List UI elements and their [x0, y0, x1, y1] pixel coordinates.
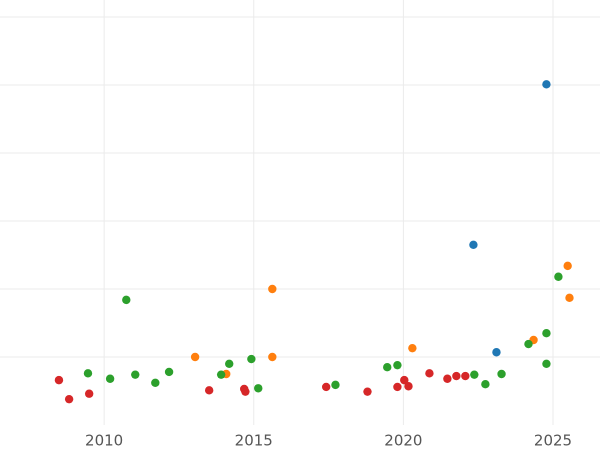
point [425, 369, 434, 378]
point [164, 367, 174, 377]
point [443, 374, 452, 383]
point [268, 284, 277, 294]
point [497, 369, 506, 379]
point [363, 387, 372, 396]
point [105, 374, 115, 383]
point [83, 369, 93, 378]
point [554, 272, 563, 281]
point [404, 382, 413, 391]
point [393, 382, 402, 392]
point [481, 380, 490, 389]
point [452, 371, 461, 381]
point [241, 387, 250, 396]
point [216, 370, 226, 379]
point [122, 295, 131, 305]
point [492, 348, 501, 357]
point [54, 375, 64, 385]
point [408, 343, 417, 353]
x-tick-label: 2010 [85, 432, 123, 450]
point [131, 370, 140, 379]
point [461, 371, 470, 381]
point [542, 359, 551, 368]
x-tick-label: 2015 [235, 432, 273, 450]
point [383, 363, 392, 372]
x-tick-label: 2020 [384, 432, 422, 450]
point [524, 339, 533, 349]
point [64, 394, 74, 404]
x-tick-label: 2025 [534, 432, 572, 450]
point [247, 354, 256, 364]
point [321, 382, 331, 392]
point [151, 378, 160, 388]
point [254, 384, 263, 393]
point [469, 240, 478, 249]
point [190, 352, 200, 362]
point [565, 293, 574, 303]
point [268, 352, 277, 362]
point [400, 375, 409, 385]
point [470, 370, 479, 379]
point [563, 261, 572, 271]
point [393, 360, 402, 370]
point [225, 359, 234, 368]
point [542, 80, 551, 89]
point [542, 329, 551, 338]
point [84, 389, 94, 398]
point [204, 386, 214, 395]
point [331, 380, 340, 390]
